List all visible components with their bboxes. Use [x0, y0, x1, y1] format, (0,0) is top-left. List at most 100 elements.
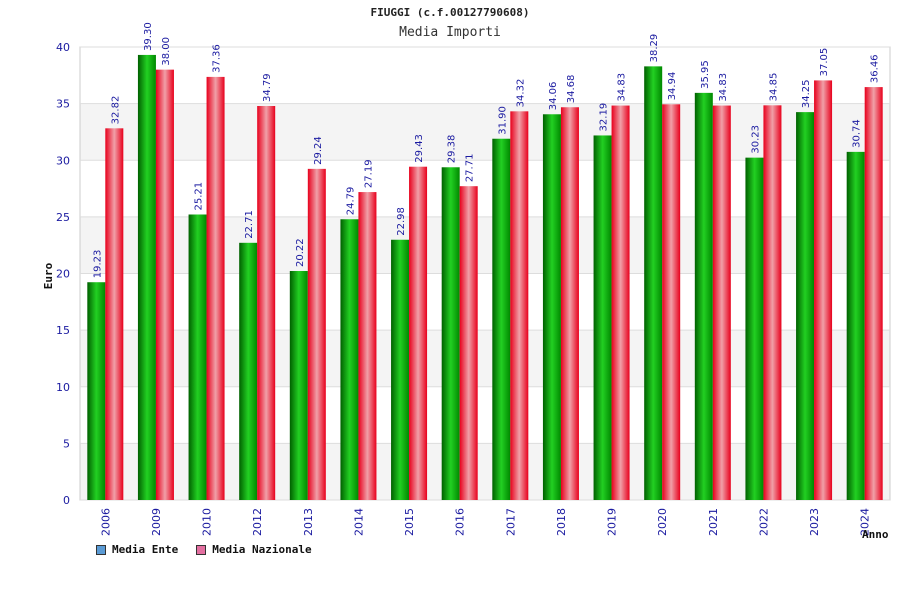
bar-media-nazionale-2020 [662, 104, 681, 500]
value-label: 34.85 [768, 73, 779, 102]
x-tick-label: 2013 [302, 508, 315, 536]
bar-media-ente-2009 [137, 54, 156, 501]
bar-media-nazionale-2010 [206, 76, 225, 500]
value-label: 34.94 [667, 72, 678, 101]
value-label: 30.23 [750, 125, 761, 154]
y-tick-label: 5 [63, 437, 70, 450]
legend-swatch-media-nazionale [196, 544, 207, 555]
value-label: 34.25 [801, 79, 812, 108]
x-tick-label: 2022 [757, 508, 770, 536]
value-label: 30.74 [852, 119, 863, 148]
y-tick-label: 25 [56, 211, 70, 224]
bar-media-ente-2015 [391, 239, 410, 500]
value-label: 29.43 [414, 134, 425, 163]
x-axis-ticks: 2006 2009 2010 2012 2013 2014 2015 2016 2017 2018… [99, 508, 871, 536]
x-tick-label: 2015 [403, 508, 416, 536]
legend-label-media-nazionale: Media Nazionale [212, 543, 312, 556]
value-label: 34.79 [262, 73, 273, 102]
bar-media-ente-2010 [188, 214, 207, 500]
value-label: 34.06 [548, 82, 559, 111]
bar-media-ente-2018 [542, 114, 561, 500]
value-label: 34.83 [617, 73, 628, 102]
value-label: 25.21 [194, 182, 205, 211]
value-label: 39.30 [143, 22, 154, 51]
bar-media-nazionale-2013 [307, 168, 326, 500]
value-label: 37.05 [819, 48, 830, 77]
x-tick-label: 2018 [555, 508, 568, 536]
bar-media-ente-2019 [593, 135, 612, 501]
y-tick-label: 35 [56, 98, 70, 111]
value-label: 29.24 [313, 136, 324, 165]
value-label: 22.98 [396, 207, 407, 236]
value-label: 38.29 [649, 34, 660, 63]
bar-media-ente-2024 [846, 151, 865, 500]
y-axis-label: Euro [42, 262, 55, 289]
bar-media-ente-2006 [87, 282, 106, 500]
bar-media-nazionale-2021 [712, 105, 731, 501]
x-tick-label: 2010 [201, 508, 214, 536]
chart-title: FIUGGI (c.f.00127790608) [370, 6, 530, 19]
x-tick-label: 2024 [859, 508, 872, 536]
value-label: 32.82 [110, 96, 121, 125]
bar-media-ente-2021 [694, 92, 713, 501]
bar-media-ente-2020 [644, 66, 663, 500]
x-tick-label: 2019 [606, 508, 619, 536]
bar-media-nazionale-2019 [611, 105, 630, 501]
value-label: 19.23 [92, 250, 103, 279]
y-tick-label: 15 [56, 324, 70, 337]
x-tick-label: 2006 [99, 508, 112, 536]
x-tick-label: 2012 [251, 508, 264, 536]
bar-media-nazionale-2012 [257, 106, 276, 501]
y-tick-label: 40 [56, 41, 70, 54]
value-label: 24.79 [345, 187, 356, 216]
y-tick-label: 10 [56, 381, 70, 394]
chart-subtitle: Media Importi [399, 25, 501, 40]
value-label: 32.19 [599, 103, 610, 132]
bar-media-nazionale-2016 [459, 186, 478, 500]
bar-media-ente-2017 [492, 138, 511, 501]
bar-media-nazionale-2022 [763, 105, 782, 500]
value-label: 34.32 [515, 79, 526, 108]
legend-item-media-ente: Media Ente [96, 543, 178, 556]
x-tick-label: 2020 [656, 508, 669, 536]
value-label: 35.95 [700, 60, 711, 89]
bar-media-ente-2022 [745, 157, 764, 500]
x-tick-label: 2023 [808, 508, 821, 536]
bar-media-nazionale-2018 [560, 107, 579, 501]
y-tick-label: 0 [63, 494, 70, 507]
bar-media-nazionale-2014 [358, 192, 377, 501]
y-tick-label: 30 [56, 154, 70, 167]
legend-label-media-ente: Media Ente [112, 543, 179, 556]
bar-media-nazionale-2009 [155, 69, 174, 501]
x-tick-label: 2016 [454, 508, 467, 536]
bar-media-nazionale-2015 [409, 166, 428, 500]
bar-media-ente-2012 [239, 242, 258, 500]
value-label: 27.71 [465, 154, 476, 183]
value-label: 31.90 [497, 106, 508, 135]
value-label: 22.71 [244, 210, 255, 239]
y-axis-ticks: 0 5 10 15 20 25 30 35 40 [56, 41, 70, 507]
value-label: 34.83 [718, 73, 729, 102]
value-label: 34.68 [566, 75, 577, 104]
x-axis-label: Anno [862, 528, 889, 541]
bar-media-nazionale-2017 [510, 111, 529, 501]
x-tick-label: 2021 [707, 508, 720, 536]
legend-swatch-media-ente [96, 544, 106, 555]
legend: Media Ente Media Nazionale [96, 543, 312, 556]
value-label: 20.22 [295, 238, 306, 267]
x-tick-label: 2017 [504, 508, 517, 536]
value-label: 27.19 [363, 159, 374, 188]
bar-media-ente-2013 [289, 271, 308, 500]
y-tick-label: 20 [56, 268, 70, 281]
value-label: 37.36 [212, 44, 223, 73]
bar-media-ente-2016 [441, 167, 460, 501]
legend-item-media-nazionale: Media Nazionale [196, 543, 312, 556]
x-tick-label: 2014 [352, 508, 365, 536]
value-label: 29.38 [447, 135, 458, 164]
bar-media-nazionale-2024 [864, 87, 883, 500]
value-label: 38.00 [161, 37, 172, 66]
bar-media-ente-2014 [340, 219, 359, 501]
bar-media-ente-2023 [796, 112, 815, 501]
